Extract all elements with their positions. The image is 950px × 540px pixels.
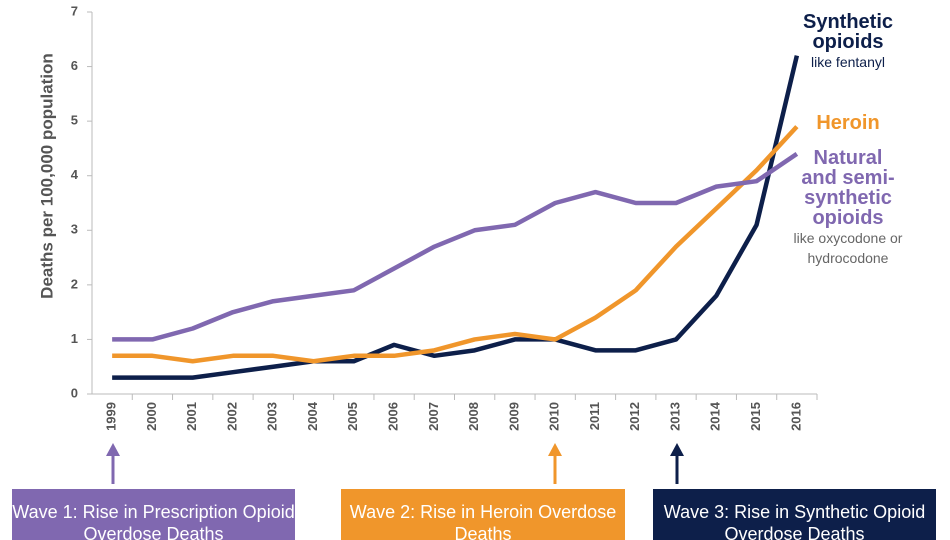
wave-box: Wave 2: Rise in Heroin Overdose Deaths — [341, 489, 625, 540]
legend-label: Synthetic opioids — [802, 11, 894, 53]
legend-note: like oxycodone or hydrocodone — [793, 230, 903, 266]
x-tick-label: 2009 — [506, 402, 521, 431]
x-tick-label: 2011 — [587, 402, 602, 430]
series-line — [112, 55, 800, 380]
y-tick-label: 6 — [71, 58, 78, 73]
x-tick-label: 2002 — [224, 402, 239, 431]
x-tick-label: 2010 — [547, 402, 562, 431]
arrow-head — [670, 443, 684, 456]
y-tick-label: 4 — [71, 167, 79, 182]
x-tick-label: 2013 — [667, 402, 682, 431]
legend-entry: Synthetic opioids like fentanyl — [788, 12, 908, 72]
x-tick-label: 2005 — [345, 402, 360, 431]
legend-entry: Natural and semi-synthetic opioids like … — [790, 148, 906, 268]
legend-label: Natural and semi-synthetic opioids — [801, 147, 895, 229]
y-tick-label: 2 — [71, 276, 78, 291]
arrow-head — [106, 443, 120, 456]
x-tick-label: 2014 — [708, 401, 723, 431]
x-tick-label: 2008 — [466, 402, 481, 431]
x-tick-label: 2003 — [265, 402, 280, 431]
wave-box: Wave 1: Rise in Prescription Opioid Over… — [12, 489, 295, 540]
y-tick-label: 0 — [71, 385, 78, 400]
y-tick-label: 7 — [71, 3, 78, 18]
series-line — [112, 125, 799, 364]
y-axis-label: Deaths per 100,000 population — [37, 53, 56, 299]
x-tick-label: 2016 — [788, 402, 803, 431]
x-tick-label: 2015 — [748, 402, 763, 431]
y-tick-label: 5 — [71, 113, 78, 128]
series-line — [112, 152, 799, 342]
x-tick-label: 2004 — [305, 401, 320, 431]
legend-label: Heroin — [816, 112, 880, 134]
wave-arrows — [106, 443, 684, 484]
x-tick-label: 2007 — [426, 402, 441, 431]
legend-entry: Heroin — [788, 113, 908, 133]
wave-box: Wave 3: Rise in Synthetic Opioid Overdos… — [653, 489, 936, 540]
x-tick-label: 2001 — [184, 402, 199, 431]
x-tick-label: 1999 — [104, 402, 119, 431]
y-tick-label: 3 — [71, 222, 78, 237]
x-tick-label: 2006 — [386, 402, 401, 431]
x-tick-label: 2012 — [627, 402, 642, 431]
y-tick-label: 1 — [71, 331, 78, 346]
x-tick-label: 2000 — [144, 402, 159, 431]
arrow-head — [548, 443, 562, 456]
legend-note: like fentanyl — [811, 54, 885, 70]
